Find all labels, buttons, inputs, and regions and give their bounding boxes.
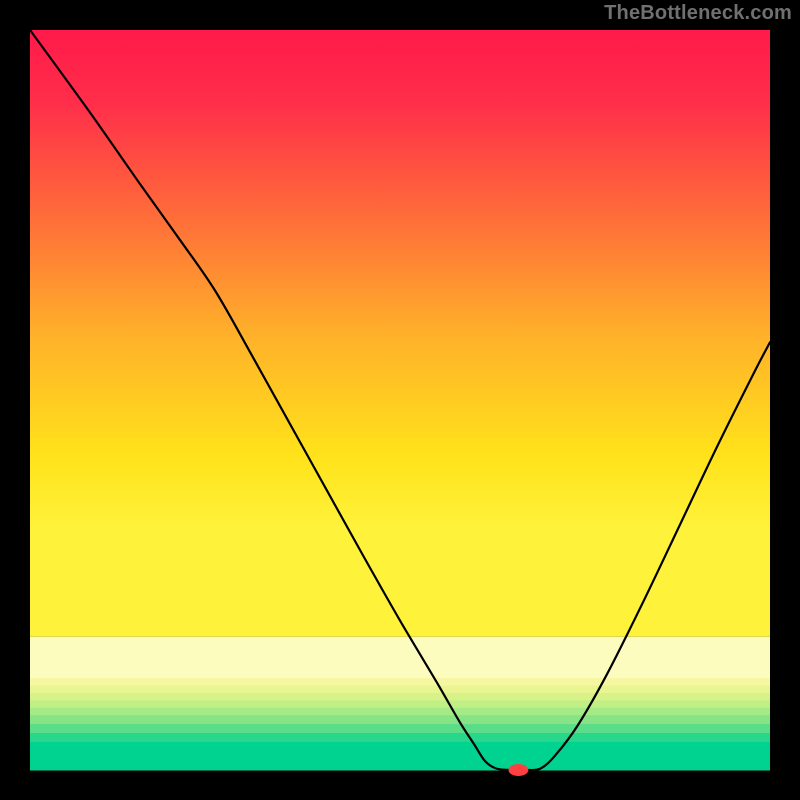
chart-band xyxy=(30,700,770,708)
chart-band xyxy=(30,637,770,679)
attribution-label: TheBottleneck.com xyxy=(604,2,792,25)
chart-band xyxy=(30,733,770,742)
bottleneck-chart xyxy=(0,0,800,800)
chart-band xyxy=(30,715,770,724)
chart-band xyxy=(30,742,770,771)
chart-band xyxy=(30,724,770,733)
chart-band xyxy=(30,708,770,716)
chart-frame: TheBottleneck.com xyxy=(0,0,800,800)
chart-band xyxy=(30,693,770,701)
chart-gradient-bg xyxy=(30,30,770,637)
chart-band xyxy=(30,686,770,694)
chart-band xyxy=(30,678,770,686)
optimal-point-marker xyxy=(508,764,528,776)
